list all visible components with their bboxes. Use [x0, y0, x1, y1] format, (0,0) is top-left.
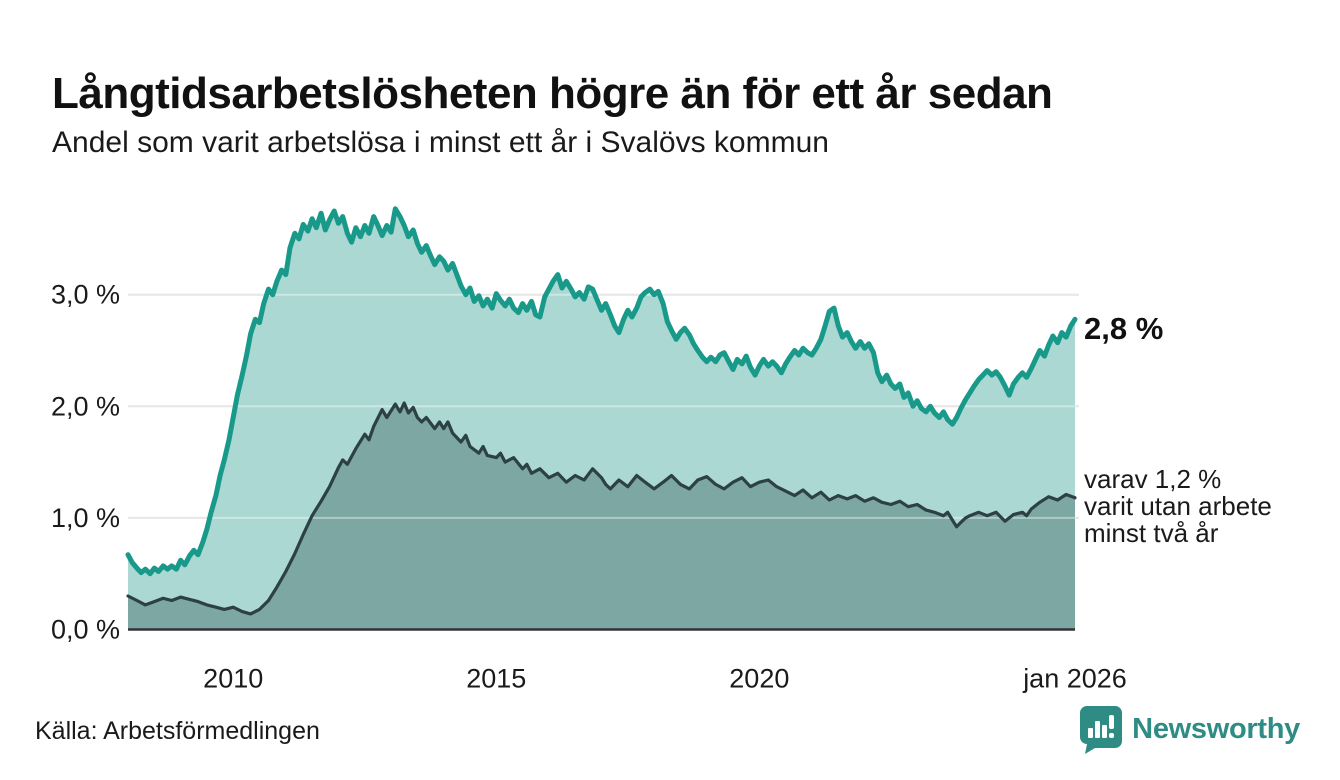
inner-area-fill: [128, 403, 1075, 630]
secondary-value-line2: varit utan arbete: [1084, 491, 1272, 521]
y-axis-labels: 0,0 % 1,0 % 2,0 % 3,0 %: [51, 280, 120, 645]
bar-1: [1088, 728, 1094, 738]
y-axis-label: 3,0 %: [51, 280, 120, 310]
chart-subtitle: Andel som varit arbetslösa i minst ett å…: [52, 126, 829, 159]
brand-logo: Newsworthy: [1078, 705, 1300, 754]
bar-2: [1095, 721, 1101, 738]
secondary-value-line3: minst två år: [1084, 518, 1219, 548]
speech-bubble-shape: [1080, 706, 1123, 754]
exclamation-bar: [1109, 715, 1115, 729]
x-axis-label: 2020: [729, 664, 789, 694]
latest-value-label: 2,8 %: [1084, 311, 1164, 346]
brand-name: Newsworthy: [1132, 712, 1300, 745]
bar-3: [1102, 725, 1108, 738]
speech-bubble-bar-chart-icon: [1080, 706, 1123, 754]
exclamation-dot: [1109, 733, 1115, 738]
area-chart: 0,0 % 1,0 % 2,0 % 3,0 % 2010 2015 2020 jan 202…: [51, 206, 1127, 694]
x-axis-label: 2015: [466, 664, 526, 694]
secondary-value-line1: varav 1,2 %: [1084, 464, 1222, 494]
chart-title: Långtidsarbetslösheten högre än för ett …: [52, 69, 1053, 119]
x-axis-label: jan 2026: [1022, 664, 1127, 694]
y-axis-label: 2,0 %: [51, 391, 120, 421]
y-axis-label: 0,0 %: [51, 615, 120, 645]
y-axis-label: 1,0 %: [51, 503, 120, 533]
x-axis-label: 2010: [203, 664, 263, 694]
outer-series-line: [125, 206, 1078, 577]
inner-series-line: [126, 401, 1077, 616]
secondary-value-label: varav 1,2 % varit utan arbete minst två …: [1084, 466, 1272, 547]
source-note: Källa: Arbetsförmedlingen: [35, 717, 320, 745]
x-axis-labels: 2010 2015 2020 jan 2026: [203, 664, 1127, 694]
